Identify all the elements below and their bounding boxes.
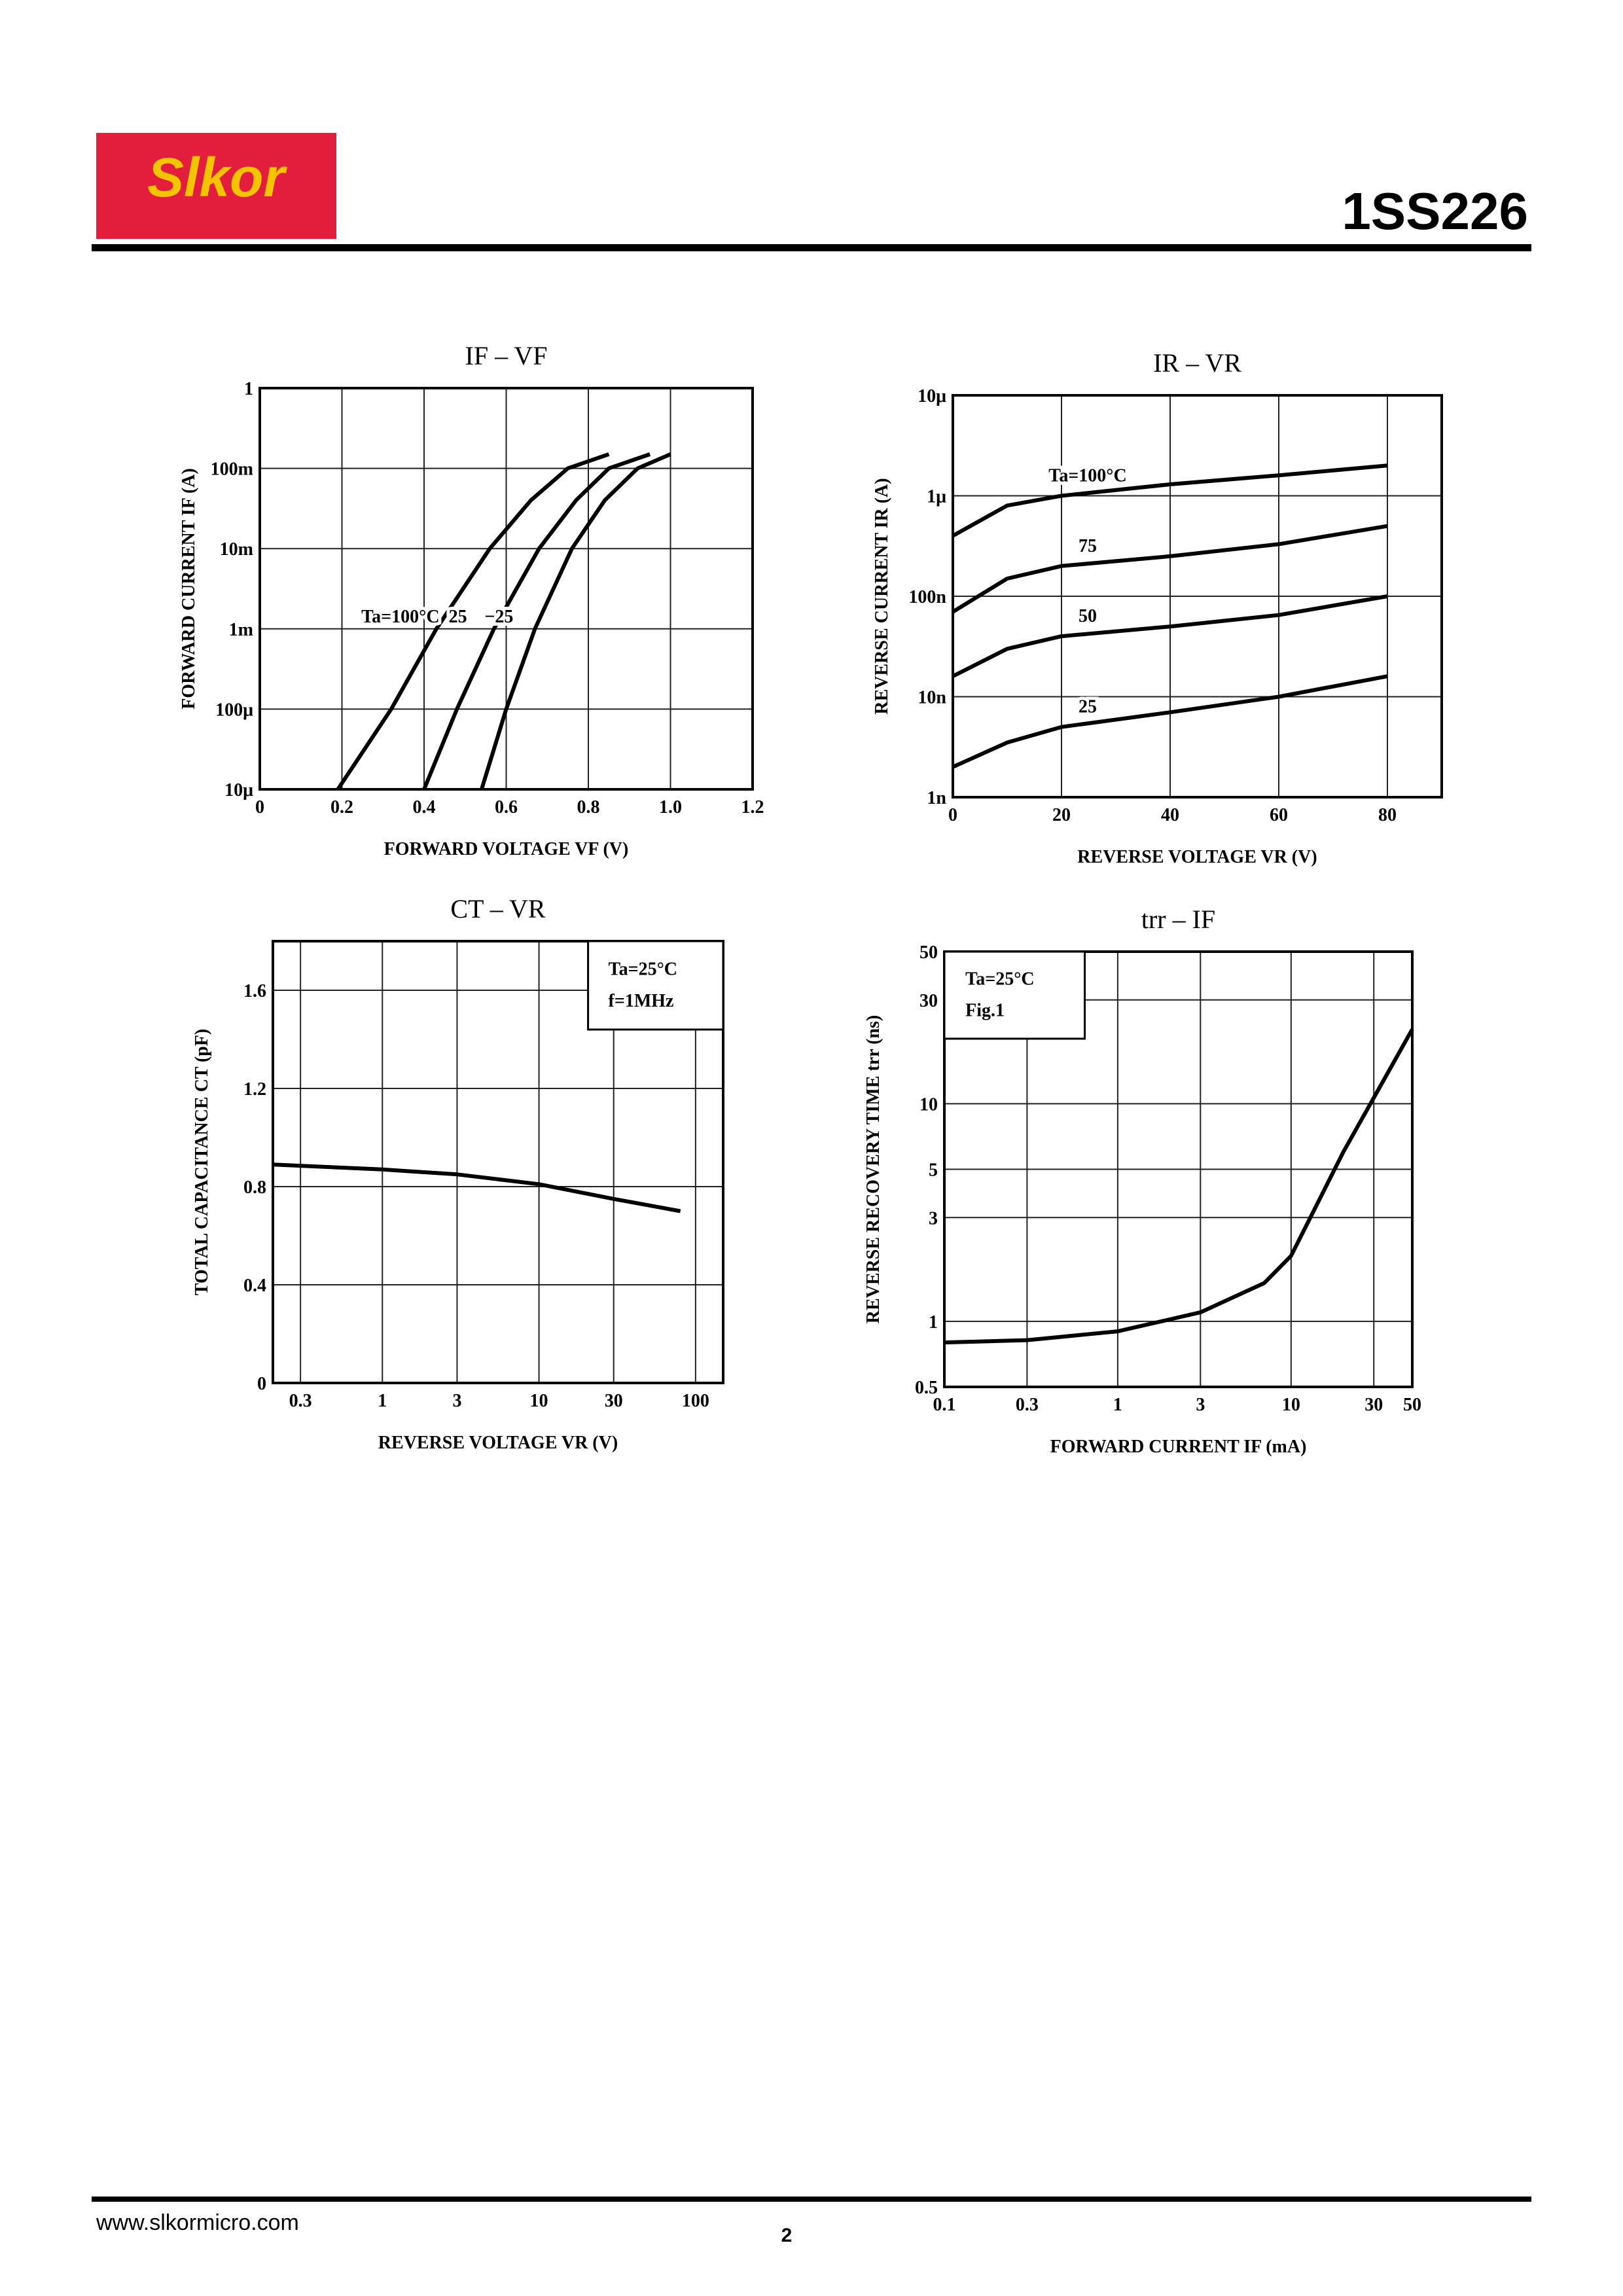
y-tick-label: 10n — [918, 688, 946, 708]
chart: CT – VR 0.3 1 3 10 30 100 0 0.4 0.8 1.2 1.6 REVERSE … — [192, 894, 724, 1453]
footer-rule — [92, 2197, 1531, 2202]
annotation-box — [943, 950, 1086, 1040]
series-label: 25 — [449, 607, 467, 627]
data-line — [422, 452, 651, 791]
x-tick-label: 10 — [530, 1391, 548, 1411]
y-tick-label: 30 — [919, 991, 938, 1011]
y-tick-label: 0.8 — [243, 1177, 266, 1198]
y-tick-label: 50 — [919, 942, 938, 963]
header-rule — [92, 244, 1531, 251]
x-tick-label: 0.3 — [1016, 1395, 1039, 1415]
series-label: 75 — [1079, 536, 1097, 556]
chart: trr – IF 0.1 0.3 1 3 10 30 50 0.5 1 3 5 10 30 50 FORWAR… — [863, 905, 1421, 1457]
chart-title: IR – VR — [1153, 348, 1241, 378]
x-tick-label: 80 — [1378, 805, 1397, 825]
x-tick-label: 0.4 — [413, 797, 436, 817]
series-label: Ta=100°C — [361, 607, 439, 627]
y-tick-label: 3 — [929, 1208, 938, 1229]
plot-frame — [952, 394, 1443, 798]
series-label: Ta=100°C — [1048, 466, 1126, 486]
x-tick-label: 1.2 — [741, 797, 764, 817]
logo-background — [96, 133, 336, 239]
x-tick-label: 100 — [682, 1391, 709, 1411]
y-tick-label: 1.6 — [243, 981, 266, 1001]
x-axis-label: REVERSE VOLTAGE VR (V) — [1077, 847, 1317, 867]
data-line — [272, 1162, 681, 1213]
x-tick-label: 0.1 — [933, 1395, 956, 1415]
data-line — [480, 452, 671, 790]
x-tick-label: 30 — [605, 1391, 623, 1411]
chart: IR – VR 0 20 40 60 80 1n 10n 100n 1μ 10μ REVERSE VO… — [872, 348, 1443, 867]
plot-frame — [272, 940, 724, 1384]
y-axis-label: REVERSE CURRENT IR (A) — [872, 478, 892, 714]
y-tick-label: 1m — [229, 620, 253, 640]
x-tick-label: 10 — [1282, 1395, 1300, 1415]
annotation: Fig.1 — [965, 1000, 1005, 1020]
y-tick-label: 0 — [257, 1374, 266, 1394]
y-tick-label: 10μ — [224, 780, 253, 800]
page-number: 2 — [781, 2225, 793, 2246]
y-tick-label: 1μ — [927, 487, 946, 507]
x-axis-label: FORWARD VOLTAGE VF (V) — [384, 839, 629, 859]
x-tick-label: 1 — [1113, 1395, 1122, 1415]
y-tick-label: 10μ — [918, 386, 946, 406]
annotation: Ta=25°C — [965, 969, 1034, 990]
plot-frame — [943, 950, 1414, 1388]
y-tick-label: 0.5 — [915, 1378, 938, 1398]
x-tick-label: 0.2 — [330, 797, 353, 817]
x-axis-label: FORWARD CURRENT IF (mA) — [1050, 1437, 1307, 1457]
chart-title: IF – VF — [465, 341, 548, 370]
data-line — [952, 463, 1388, 538]
annotation: f=1MHz — [609, 991, 674, 1011]
annotation: Ta=25°C — [609, 959, 677, 979]
x-tick-label: 3 — [452, 1391, 461, 1411]
series-label: −25 — [484, 607, 513, 627]
x-tick-label: 0 — [948, 805, 957, 825]
data-line — [952, 524, 1388, 614]
y-axis-label: TOTAL CAPACITANCE CT (pF) — [192, 1029, 212, 1295]
x-tick-label: 30 — [1364, 1395, 1383, 1415]
x-tick-label: 0.6 — [495, 797, 518, 817]
y-axis-label: REVERSE RECOVERY TIME trr (ns) — [863, 1015, 883, 1323]
data-line — [952, 674, 1388, 769]
y-tick-label: 100n — [908, 587, 946, 607]
x-tick-label: 0 — [255, 797, 264, 817]
x-tick-label: 1.0 — [659, 797, 682, 817]
x-axis-label: REVERSE VOLTAGE VR (V) — [378, 1433, 618, 1453]
x-tick-label: 50 — [1403, 1395, 1421, 1415]
y-tick-label: 10m — [220, 539, 253, 560]
chart-title: CT – VR — [450, 894, 546, 924]
y-tick-label: 100μ — [215, 700, 253, 720]
logo: Slkor — [147, 147, 287, 208]
x-tick-label: 0.3 — [289, 1391, 312, 1411]
series-label: 50 — [1079, 606, 1097, 626]
part-number: 1SS226 — [1342, 182, 1528, 240]
data-line — [952, 594, 1388, 678]
plot-frame — [259, 387, 754, 791]
data-line — [336, 452, 610, 791]
x-tick-label: 60 — [1270, 805, 1288, 825]
y-tick-label: 1 — [244, 379, 253, 399]
y-tick-label: 5 — [929, 1160, 938, 1181]
y-tick-label: 1n — [927, 788, 946, 808]
y-tick-label: 1 — [929, 1312, 938, 1333]
x-tick-label: 20 — [1052, 805, 1071, 825]
data-line — [944, 1028, 1414, 1345]
x-tick-label: 3 — [1196, 1395, 1205, 1415]
x-tick-label: 1 — [378, 1391, 387, 1411]
chart: IF – VF 0 0.2 0.4 0.6 0.8 1.0 1.2 10μ 100μ 1m 10m 10… — [179, 341, 764, 859]
y-tick-label: 100m — [211, 459, 253, 480]
x-tick-label: 0.8 — [577, 797, 600, 817]
annotation-box — [587, 940, 724, 1031]
x-tick-label: 40 — [1161, 805, 1179, 825]
y-tick-label: 0.4 — [243, 1276, 266, 1296]
series-label: 25 — [1079, 697, 1097, 717]
chart-title: trr – IF — [1141, 905, 1215, 934]
y-tick-label: 10 — [919, 1094, 938, 1115]
y-tick-label: 1.2 — [243, 1079, 266, 1100]
website: www.slkormicro.com — [96, 2210, 299, 2235]
y-axis-label: FORWARD CURRENT IF (A) — [179, 468, 199, 709]
